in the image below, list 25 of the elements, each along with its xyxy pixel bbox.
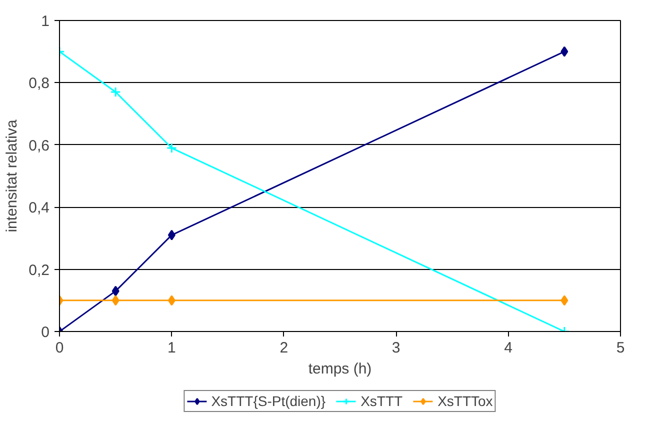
- point: [110, 86, 121, 98]
- legend-label: XsTTTox: [438, 393, 493, 409]
- x-tick-label: 3: [392, 340, 400, 356]
- y-axis-title: intensitat relativa: [4, 119, 21, 232]
- y-tick-label: 0,4: [28, 200, 50, 217]
- legend-label: XsTTT{S-Pt(dien)}: [211, 393, 326, 409]
- y-tick-label: 0,6: [28, 137, 50, 154]
- point: [560, 295, 568, 306]
- point: [166, 142, 177, 154]
- x-axis-title: temps (h): [308, 360, 372, 378]
- x-tick-label: 0: [55, 340, 64, 356]
- point: [560, 46, 568, 57]
- point: [112, 295, 120, 306]
- y-tick-label: 0: [41, 324, 50, 341]
- point: [168, 230, 176, 240]
- y-tick-label: 0,8: [28, 75, 50, 92]
- x-tick-label: 4: [504, 340, 512, 356]
- point: [112, 286, 120, 296]
- point: [168, 295, 176, 306]
- x-tick-label: 2: [280, 340, 288, 356]
- x-tick-label: 1: [168, 340, 176, 356]
- y-tick-label: 0,2: [28, 262, 50, 279]
- legend-label: XsTTT: [360, 393, 403, 409]
- y-tick-label: 1: [41, 13, 50, 30]
- x-tick-label: 5: [616, 340, 625, 356]
